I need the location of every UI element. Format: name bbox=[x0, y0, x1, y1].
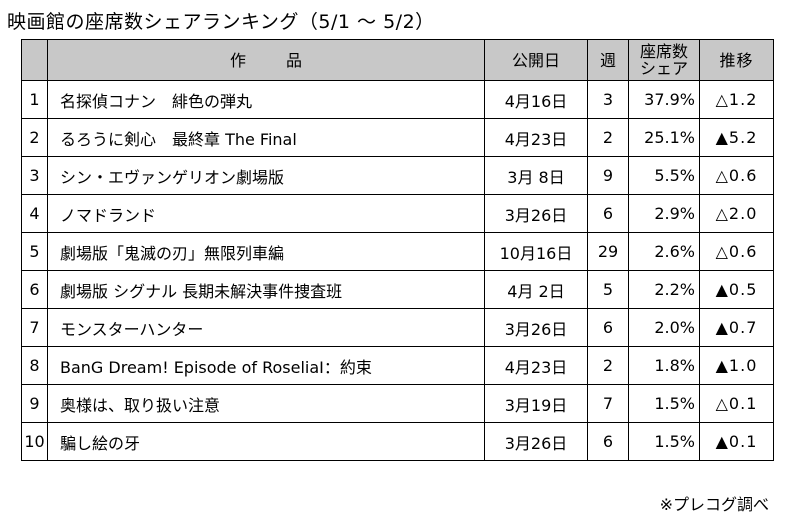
week-cell: 2 bbox=[587, 346, 629, 385]
title-cell: BanG Dream! Episode of RoseliaⅠ：約束 bbox=[47, 346, 485, 385]
table-row: 6 劇場版 シグナル 長期未解決事件捜査班 4月 2日 5 2.2% ▲0.5 bbox=[21, 270, 774, 309]
week-cell: 5 bbox=[587, 270, 629, 309]
title-cell: るろうに剣心 最終章 The Final bbox=[47, 118, 485, 157]
rank-cell: 9 bbox=[21, 384, 48, 423]
header-seat-share: 座席数 シェア bbox=[628, 39, 700, 81]
seat-share-cell: 2.6% bbox=[628, 232, 700, 271]
week-cell: 2 bbox=[587, 118, 629, 157]
seat-share-cell: 2.9% bbox=[628, 194, 700, 233]
header-release-date: 公開日 bbox=[484, 39, 588, 81]
rank-cell: 6 bbox=[21, 270, 48, 309]
title-cell: 劇場版 シグナル 長期未解決事件捜査班 bbox=[47, 270, 485, 309]
release-date-cell: 3月26日 bbox=[484, 422, 588, 461]
table-row: 2 るろうに剣心 最終章 The Final 4月23日 2 25.1% ▲5.2 bbox=[21, 118, 774, 157]
table-row: 10 騙し絵の牙 3月26日 6 1.5% ▲0.1 bbox=[21, 422, 774, 461]
seat-share-cell: 1.5% bbox=[628, 384, 700, 423]
week-cell: 3 bbox=[587, 80, 629, 119]
title-cell: ノマドランド bbox=[47, 194, 485, 233]
title-cell: シン・エヴァンゲリオン劇場版 bbox=[47, 156, 485, 195]
rank-cell: 7 bbox=[21, 308, 48, 347]
change-cell: △0.1 bbox=[699, 384, 774, 423]
release-date-cell: 3月19日 bbox=[484, 384, 588, 423]
table-row: 4 ノマドランド 3月26日 6 2.9% △2.0 bbox=[21, 194, 774, 233]
table-row: 8 BanG Dream! Episode of RoseliaⅠ：約束 4月23日… bbox=[21, 346, 774, 385]
change-cell: ▲0.7 bbox=[699, 308, 774, 347]
title-cell: 騙し絵の牙 bbox=[47, 422, 485, 461]
release-date-cell: 4月23日 bbox=[484, 346, 588, 385]
change-cell: △2.0 bbox=[699, 194, 774, 233]
week-cell: 7 bbox=[587, 384, 629, 423]
seat-share-cell: 25.1% bbox=[628, 118, 700, 157]
week-cell: 29 bbox=[587, 232, 629, 271]
week-cell: 6 bbox=[587, 194, 629, 233]
change-cell: △0.6 bbox=[699, 156, 774, 195]
week-cell: 6 bbox=[587, 308, 629, 347]
change-cell: ▲0.1 bbox=[699, 422, 774, 461]
rank-cell: 10 bbox=[21, 422, 48, 461]
title-cell: 劇場版「鬼滅の刃」無限列車編 bbox=[47, 232, 485, 271]
ranking-table: 作品 公開日 週 座席数 シェア 推移 1 名探偵コナン 緋色の弾丸 4月16日 3 3… bbox=[21, 39, 774, 461]
table-row: 3 シン・エヴァンゲリオン劇場版 3月 8日 9 5.5% △0.6 bbox=[21, 156, 774, 195]
table-header-row: 作品 公開日 週 座席数 シェア 推移 bbox=[21, 39, 774, 81]
rank-cell: 1 bbox=[21, 80, 48, 119]
table-row: 7 モンスターハンター 3月26日 6 2.0% ▲0.7 bbox=[21, 308, 774, 347]
week-cell: 6 bbox=[587, 422, 629, 461]
table-row: 1 名探偵コナン 緋色の弾丸 4月16日 3 37.9% △1.2 bbox=[21, 80, 774, 119]
rank-cell: 5 bbox=[21, 232, 48, 271]
release-date-cell: 10月16日 bbox=[484, 232, 588, 271]
header-change: 推移 bbox=[699, 39, 774, 81]
rank-cell: 8 bbox=[21, 346, 48, 385]
seat-share-cell: 1.5% bbox=[628, 422, 700, 461]
seat-share-cell: 1.8% bbox=[628, 346, 700, 385]
source-note: ※プレコグ調べ bbox=[659, 495, 769, 514]
title-cell: 奥様は、取り扱い注意 bbox=[47, 384, 485, 423]
release-date-cell: 4月16日 bbox=[484, 80, 588, 119]
release-date-cell: 3月26日 bbox=[484, 308, 588, 347]
change-cell: △0.6 bbox=[699, 232, 774, 271]
table-row: 5 劇場版「鬼滅の刃」無限列車編 10月16日 29 2.6% △0.6 bbox=[21, 232, 774, 271]
rank-cell: 4 bbox=[21, 194, 48, 233]
header-title: 作品 bbox=[47, 39, 485, 81]
table-row: 9 奥様は、取り扱い注意 3月19日 7 1.5% △0.1 bbox=[21, 384, 774, 423]
change-cell: ▲5.2 bbox=[699, 118, 774, 157]
release-date-cell: 4月23日 bbox=[484, 118, 588, 157]
seat-share-cell: 2.0% bbox=[628, 308, 700, 347]
title-cell: 名探偵コナン 緋色の弾丸 bbox=[47, 80, 485, 119]
header-week: 週 bbox=[587, 39, 629, 81]
rank-cell: 2 bbox=[21, 118, 48, 157]
release-date-cell: 4月 2日 bbox=[484, 270, 588, 309]
change-cell: ▲0.5 bbox=[699, 270, 774, 309]
page-title: 映画館の座席数シェアランキング（5/1 ～ 5/2） bbox=[7, 11, 435, 33]
seat-share-cell: 37.9% bbox=[628, 80, 700, 119]
release-date-cell: 3月 8日 bbox=[484, 156, 588, 195]
change-cell: ▲1.0 bbox=[699, 346, 774, 385]
seat-share-cell: 2.2% bbox=[628, 270, 700, 309]
change-cell: △1.2 bbox=[699, 80, 774, 119]
header-rank bbox=[21, 39, 48, 81]
rank-cell: 3 bbox=[21, 156, 48, 195]
title-cell: モンスターハンター bbox=[47, 308, 485, 347]
release-date-cell: 3月26日 bbox=[484, 194, 588, 233]
week-cell: 9 bbox=[587, 156, 629, 195]
seat-share-cell: 5.5% bbox=[628, 156, 700, 195]
